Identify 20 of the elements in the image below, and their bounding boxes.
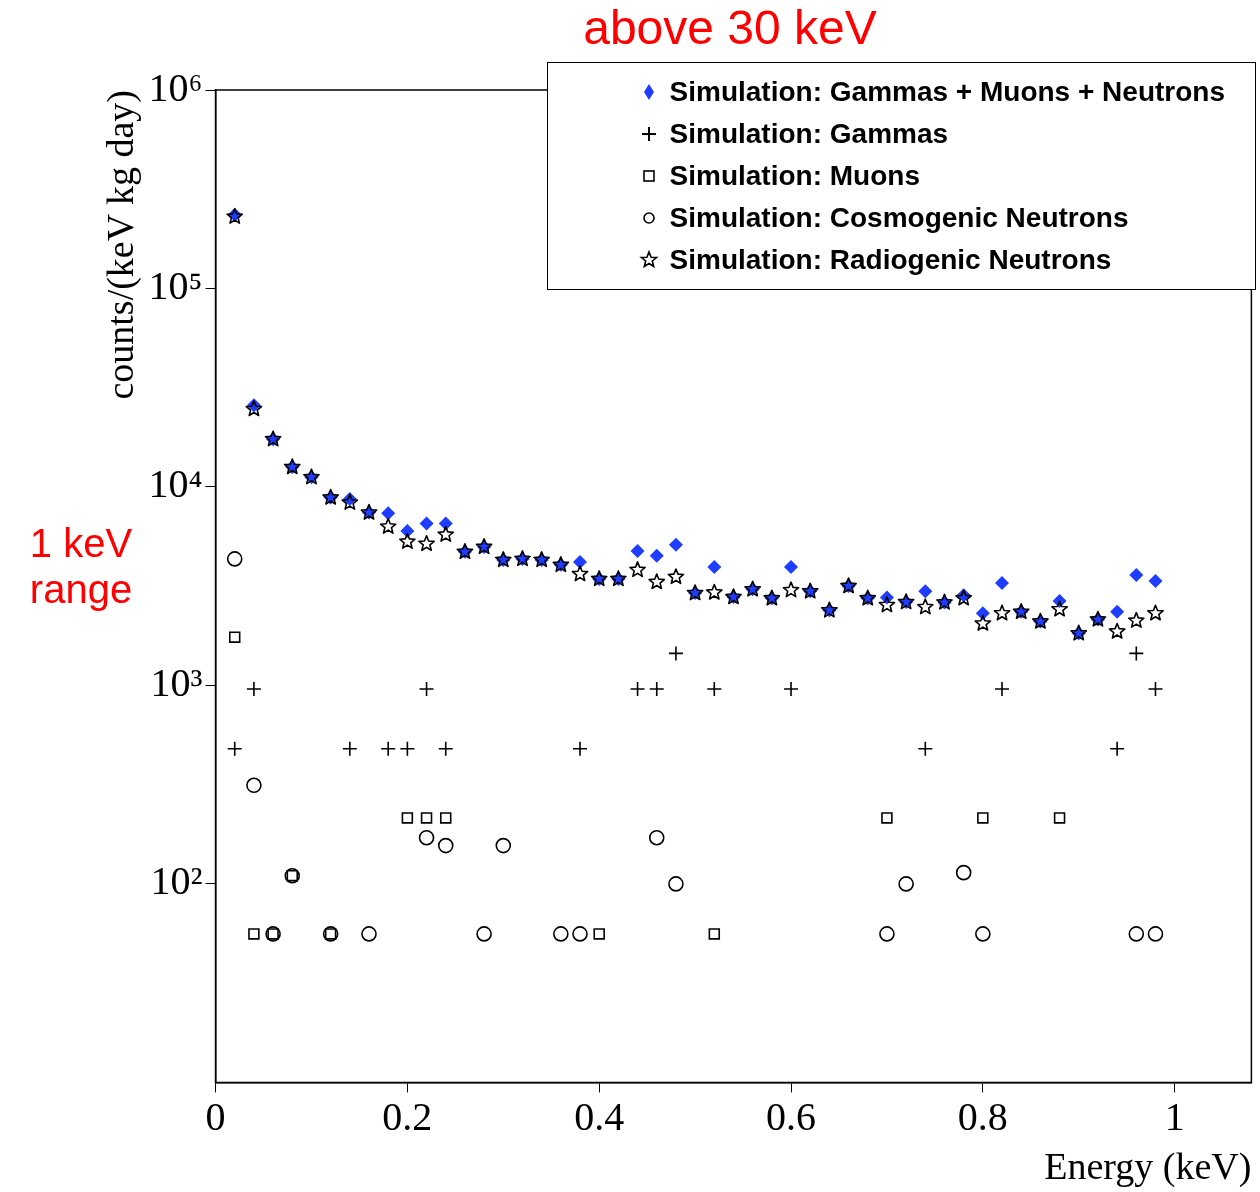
text: above 30 keV [582, 0, 878, 56]
x-tick-label: 0 [205, 1093, 226, 1139]
x-tick-label: 0.6 [766, 1093, 817, 1139]
y-tick-label: 10² [150, 858, 203, 904]
y-tick-label: 10³ [150, 659, 203, 705]
text: 1 keV range [28, 520, 134, 612]
legend-label: Simulation: Radiogenic Neutrons [669, 244, 1112, 276]
x-tick-label: 0.8 [957, 1093, 1008, 1139]
y-tick-label: 10⁴ [148, 461, 203, 507]
y-axis-title: counts/(keV kg day) [98, 90, 142, 400]
legend-label: Simulation: Muons [669, 160, 920, 192]
legend-label: Simulation: Cosmogenic Neutrons [669, 202, 1129, 234]
x-tick-label: 0.2 [382, 1093, 433, 1139]
y-tick-label: 10⁶ [148, 64, 203, 110]
x-tick-label: 1 [1164, 1093, 1185, 1139]
x-tick-label: 0.4 [574, 1093, 625, 1139]
y-tick-label: 10⁵ [148, 262, 203, 308]
legend-label: Simulation: Gammas [669, 118, 949, 150]
legend-label: Simulation: Gammas + Muons + Neutrons [669, 76, 1225, 108]
x-axis-title: Energy (keV) [1044, 1145, 1252, 1189]
